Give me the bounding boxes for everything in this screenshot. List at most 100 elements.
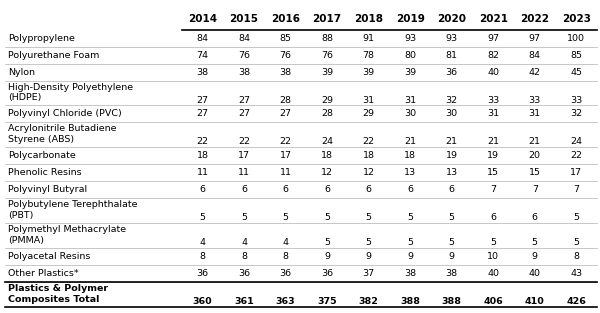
Text: 5: 5 [532,238,538,247]
Text: Other Plastics*: Other Plastics* [8,269,79,278]
Text: 38: 38 [404,269,416,278]
Text: 2014: 2014 [188,13,217,23]
Text: 2020: 2020 [437,13,466,23]
Text: 388: 388 [400,297,420,306]
Text: 5: 5 [200,213,206,222]
Text: 6: 6 [532,213,538,222]
Text: Plastics & Polymer
Composites Total: Plastics & Polymer Composites Total [8,284,109,304]
Text: 9: 9 [407,252,413,261]
Text: 5: 5 [324,213,330,222]
Text: 5: 5 [573,238,579,247]
Text: 2023: 2023 [562,13,591,23]
Text: 38: 38 [196,68,209,77]
Text: 40: 40 [487,68,499,77]
Text: 76: 76 [238,51,250,60]
Text: 85: 85 [280,34,292,43]
Text: 36: 36 [238,269,250,278]
Text: 5: 5 [324,238,330,247]
Text: Polymethyl Methacrylate
(PMMA): Polymethyl Methacrylate (PMMA) [8,225,127,245]
Text: 97: 97 [487,34,499,43]
Text: 5: 5 [573,213,579,222]
Text: 33: 33 [570,95,583,105]
Text: Polypropylene: Polypropylene [8,34,75,43]
Text: 30: 30 [446,110,458,119]
Text: 13: 13 [404,168,416,177]
Text: 31: 31 [404,95,416,105]
Text: 24: 24 [321,137,333,146]
Text: 22: 22 [238,137,250,146]
Text: 19: 19 [446,151,458,160]
Text: 426: 426 [566,297,586,306]
Text: 37: 37 [362,269,375,278]
Text: 363: 363 [276,297,295,306]
Text: 5: 5 [449,238,455,247]
Text: 11: 11 [238,168,250,177]
Text: 5: 5 [283,213,289,222]
Text: 6: 6 [490,213,496,222]
Text: Polyacetal Resins: Polyacetal Resins [8,252,91,261]
Text: 36: 36 [280,269,292,278]
Text: 100: 100 [567,34,585,43]
Text: Acrylonitrile Butadiene
Styrene (ABS): Acrylonitrile Butadiene Styrene (ABS) [8,125,117,144]
Text: 31: 31 [529,110,541,119]
Text: 410: 410 [525,297,545,306]
Text: 18: 18 [362,151,374,160]
Text: 7: 7 [573,185,579,194]
Text: 22: 22 [570,151,582,160]
Text: 97: 97 [529,34,541,43]
Text: 88: 88 [321,34,333,43]
Text: 74: 74 [197,51,209,60]
Text: 31: 31 [362,95,375,105]
Text: 5: 5 [407,213,413,222]
Text: 76: 76 [321,51,333,60]
Text: 6: 6 [449,185,455,194]
Text: 2017: 2017 [313,13,341,23]
Text: 17: 17 [280,151,292,160]
Text: 18: 18 [197,151,209,160]
Text: Polyvinyl Butyral: Polyvinyl Butyral [8,185,88,194]
Text: 21: 21 [529,137,541,146]
Text: 2015: 2015 [230,13,259,23]
Text: 2019: 2019 [396,13,425,23]
Text: 93: 93 [446,34,458,43]
Text: 32: 32 [570,110,583,119]
Text: 29: 29 [362,110,374,119]
Text: Polyurethane Foam: Polyurethane Foam [8,51,100,60]
Text: 84: 84 [197,34,209,43]
Text: 45: 45 [570,68,582,77]
Text: 6: 6 [365,185,371,194]
Text: 22: 22 [280,137,292,146]
Text: 43: 43 [570,269,583,278]
Text: 17: 17 [238,151,250,160]
Text: 19: 19 [487,151,499,160]
Text: 361: 361 [234,297,254,306]
Text: 39: 39 [404,68,416,77]
Text: 85: 85 [570,51,582,60]
Text: 27: 27 [197,110,209,119]
Text: 7: 7 [490,185,496,194]
Text: Polybutylene Terephthalate
(PBT): Polybutylene Terephthalate (PBT) [8,200,138,220]
Text: 29: 29 [321,95,333,105]
Text: 5: 5 [365,213,371,222]
Text: 6: 6 [407,185,413,194]
Text: 30: 30 [404,110,416,119]
Text: 4: 4 [283,238,289,247]
Text: 12: 12 [321,168,333,177]
Text: 5: 5 [241,213,247,222]
Text: 5: 5 [490,238,496,247]
Text: 2016: 2016 [271,13,300,23]
Text: Nylon: Nylon [8,68,35,77]
Text: High-Density Polyethylene
(HDPE): High-Density Polyethylene (HDPE) [8,83,134,102]
Text: 20: 20 [529,151,541,160]
Text: 6: 6 [241,185,247,194]
Text: 15: 15 [487,168,499,177]
Text: 5: 5 [449,213,455,222]
Text: 7: 7 [532,185,538,194]
Text: 40: 40 [529,269,541,278]
Text: 39: 39 [362,68,375,77]
Text: 24: 24 [570,137,582,146]
Text: Polyvinyl Chloride (PVC): Polyvinyl Chloride (PVC) [8,110,122,119]
Text: 22: 22 [362,137,374,146]
Text: 2018: 2018 [354,13,383,23]
Text: 27: 27 [197,95,209,105]
